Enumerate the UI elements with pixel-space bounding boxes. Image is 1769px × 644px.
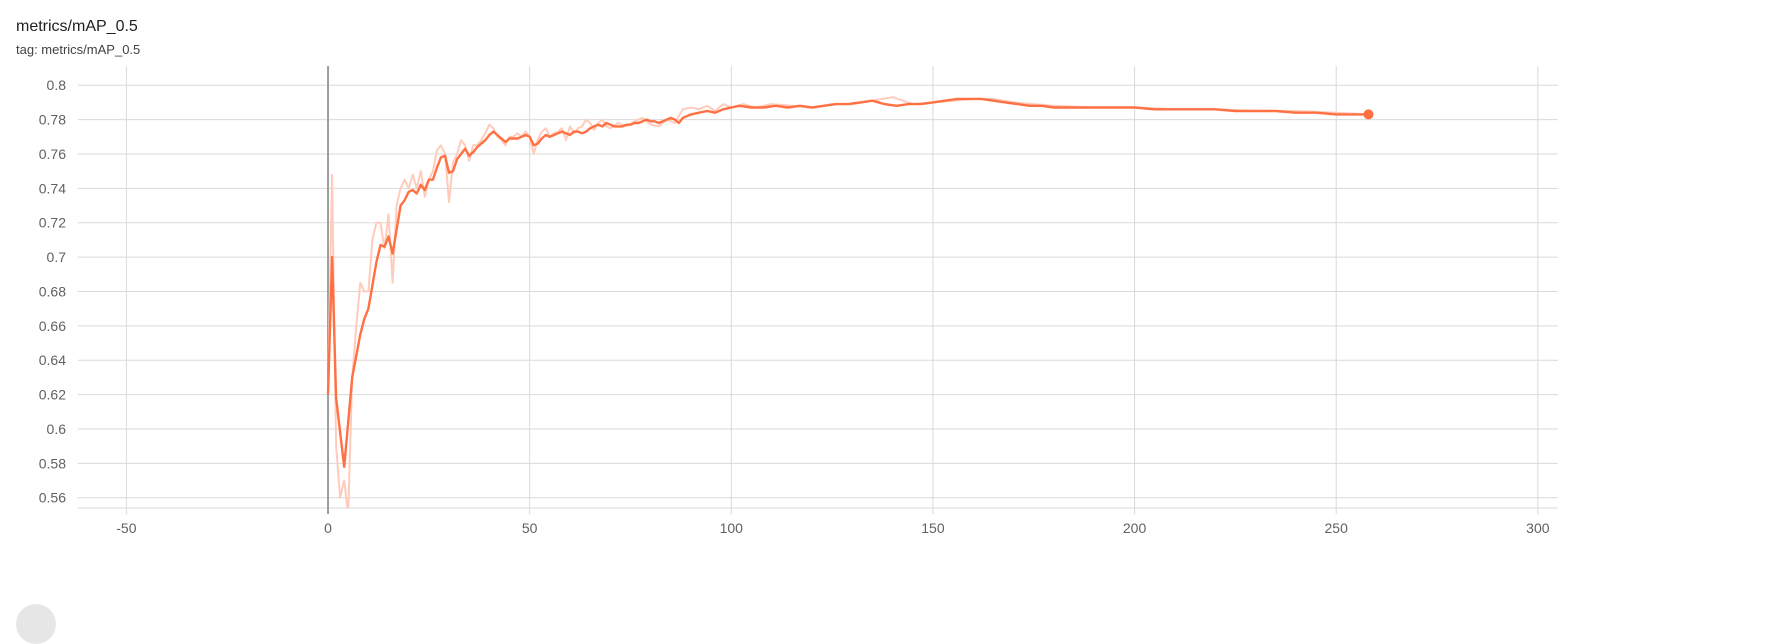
y-tick-label: 0.8 — [47, 77, 67, 93]
last-point-marker[interactable] — [1363, 109, 1374, 120]
y-tick-label: 0.68 — [39, 283, 66, 299]
y-tick-label: 0.6 — [47, 421, 67, 437]
x-tick-label: 300 — [1526, 520, 1550, 536]
y-tick-label: 0.56 — [39, 490, 66, 506]
y-tick-label: 0.62 — [39, 387, 66, 403]
x-tick-label: 50 — [522, 520, 538, 536]
series-lines — [326, 96, 1374, 508]
y-tick-label: 0.74 — [39, 180, 66, 196]
x-tick-label: -50 — [116, 520, 136, 536]
raw-series-line — [327, 96, 1369, 508]
x-tick-label: 0 — [324, 520, 332, 536]
chart-tag-subtitle: tag: metrics/mAP_0.5 — [16, 42, 141, 57]
line-chart[interactable]: 0.56 0.58 0.6 0.62 0.64 0.66 0.68 0.7 0.72 0.74 0.… — [0, 0, 1769, 614]
x-tick-label: 200 — [1123, 520, 1147, 536]
smoothed-series-line — [326, 97, 1369, 468]
y-tick-label: 0.7 — [47, 249, 67, 265]
axis-tick-labels: 0.56 0.58 0.6 0.62 0.64 0.66 0.68 0.7 0.72 0.74 0.… — [39, 77, 1550, 536]
y-tick-label: 0.78 — [39, 112, 66, 128]
x-tick-label: 150 — [921, 520, 945, 536]
y-tick-label: 0.76 — [39, 146, 66, 162]
grid-lines — [78, 66, 1558, 514]
chart-title: metrics/mAP_0.5 — [16, 18, 138, 35]
y-tick-label: 0.66 — [39, 318, 66, 334]
toggle-button[interactable] — [16, 604, 56, 644]
y-tick-label: 0.58 — [39, 455, 66, 471]
x-tick-label: 250 — [1325, 520, 1349, 536]
y-tick-label: 0.72 — [39, 215, 66, 231]
x-tick-label: 100 — [720, 520, 744, 536]
y-tick-label: 0.64 — [39, 352, 66, 368]
